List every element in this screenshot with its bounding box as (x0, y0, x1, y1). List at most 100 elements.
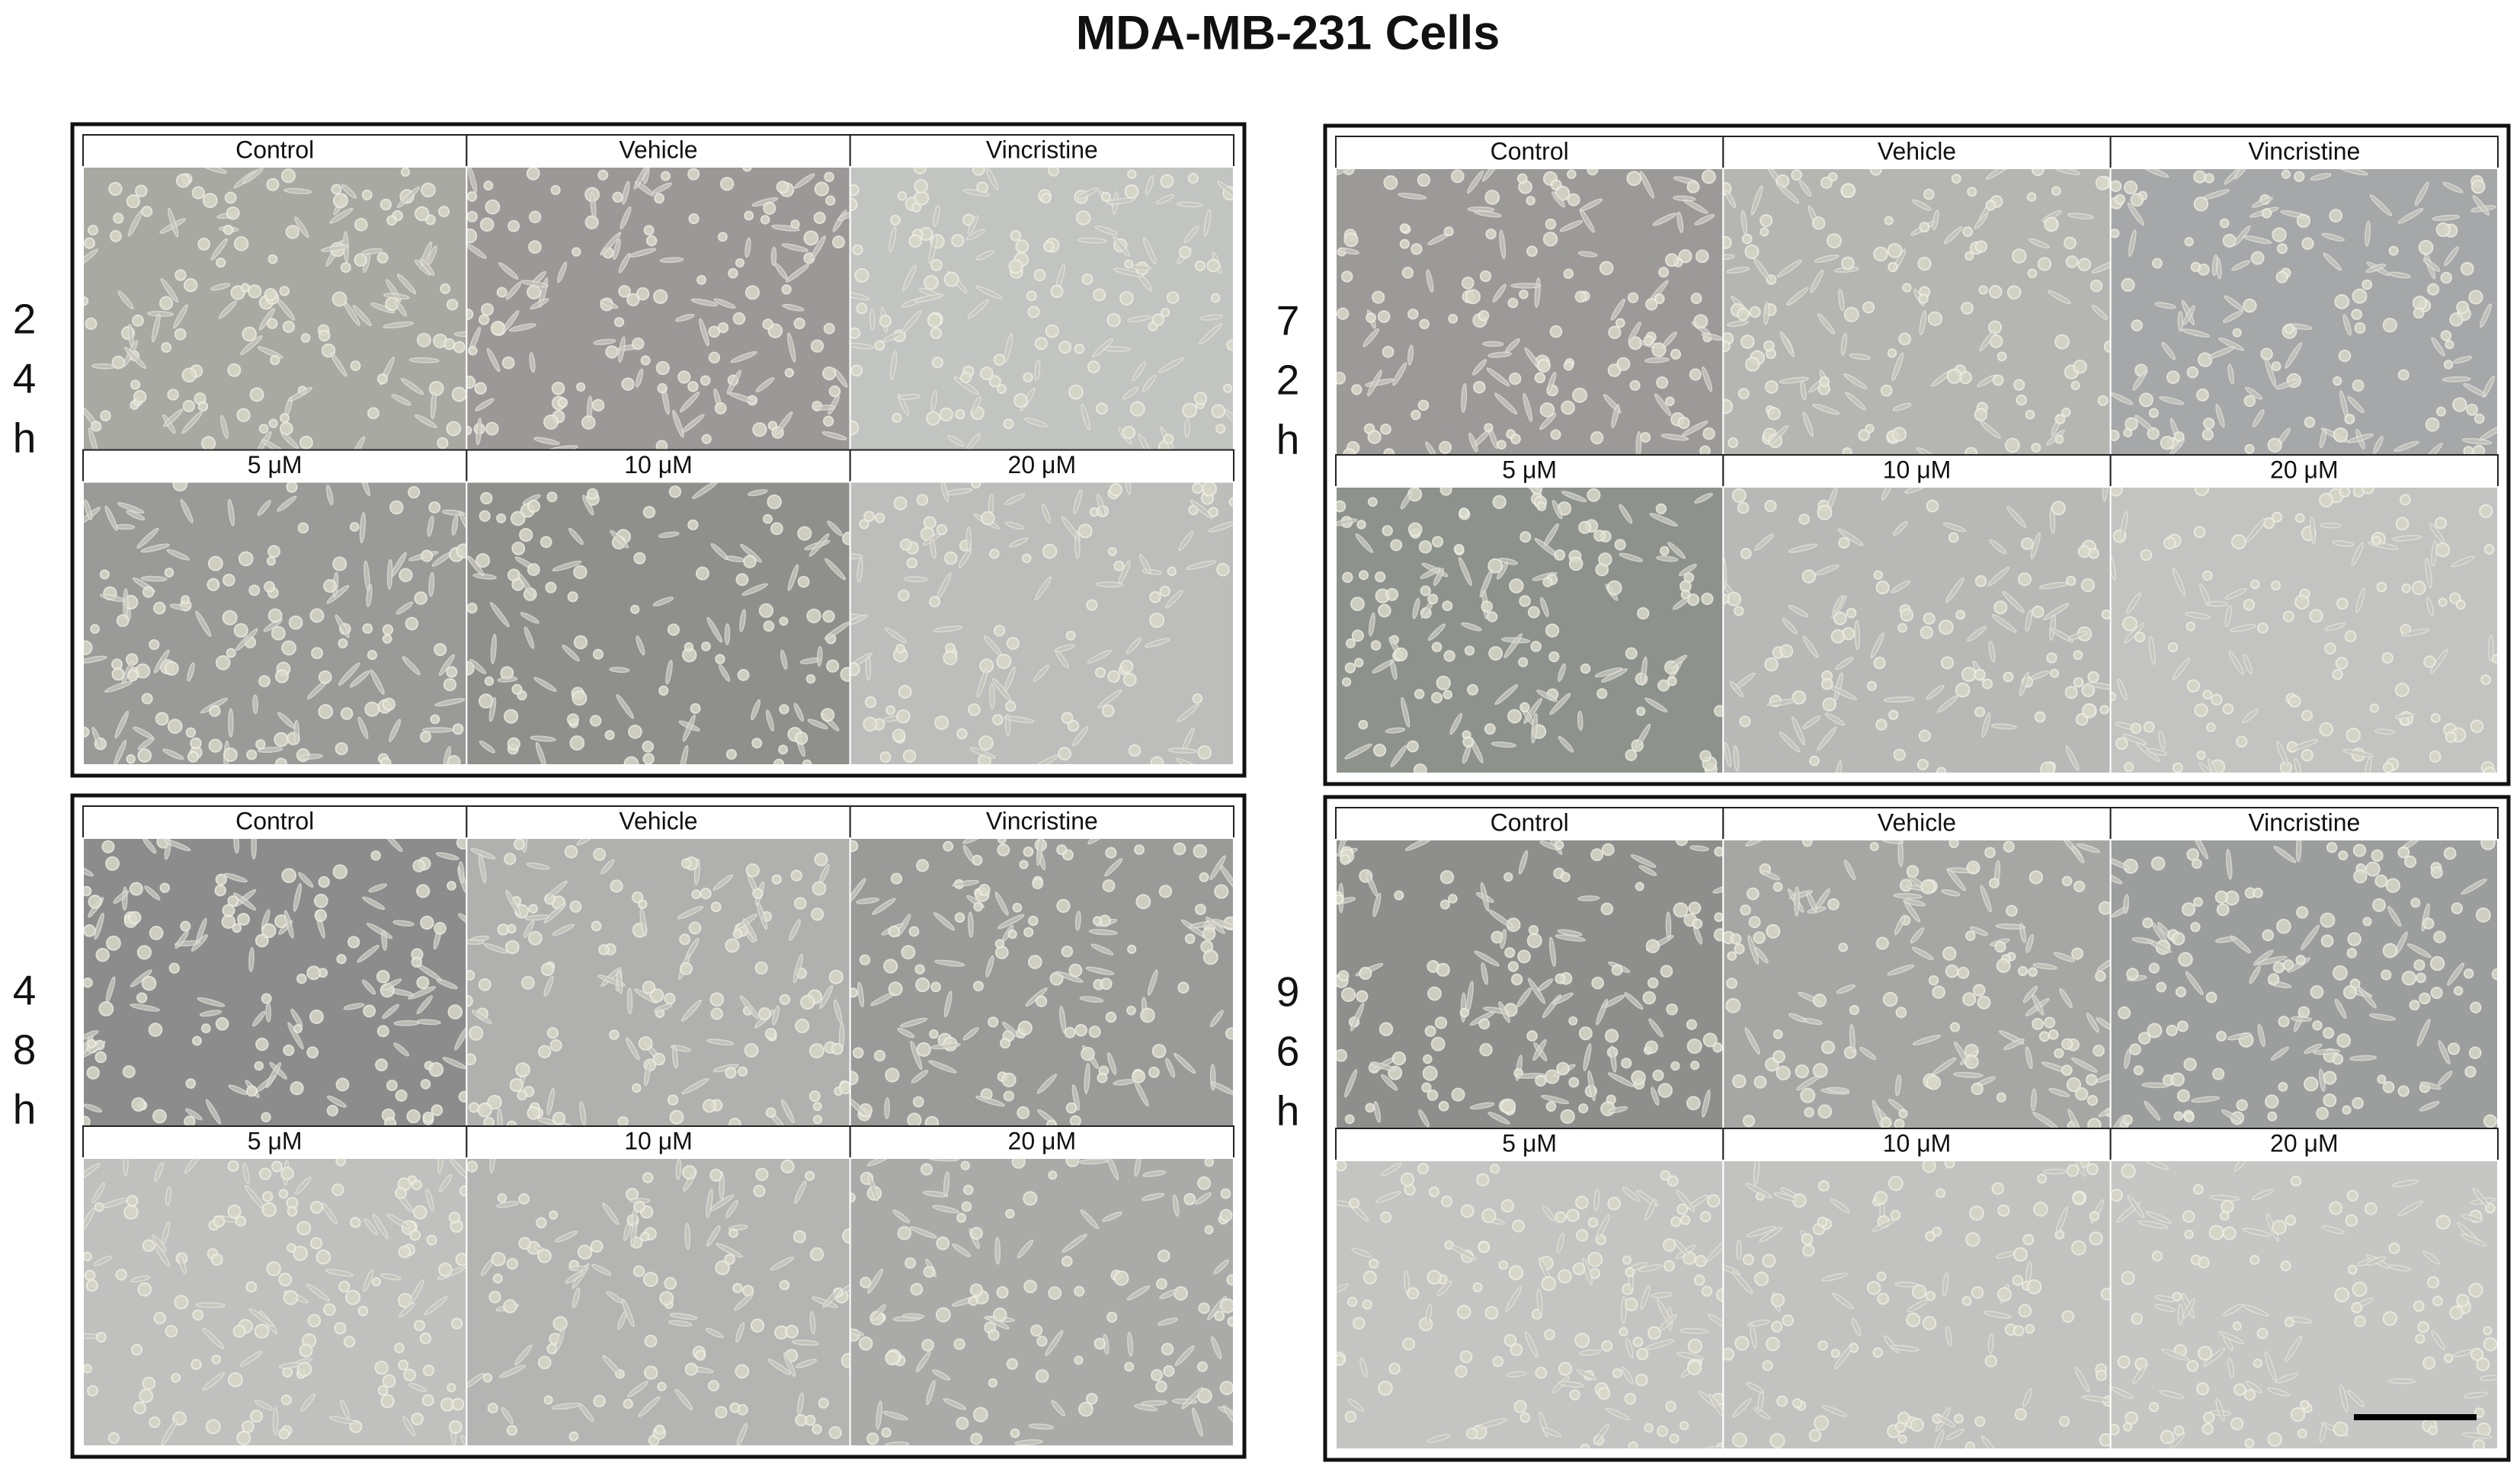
cell (658, 531, 680, 539)
cell (1699, 750, 1711, 763)
cell (91, 363, 117, 370)
cell (690, 702, 701, 714)
cell (1196, 1361, 1208, 1372)
cell (2233, 226, 2251, 247)
cell (1367, 430, 1382, 444)
cell (91, 421, 102, 432)
cell (1024, 418, 1049, 427)
cell (1694, 1254, 1707, 1268)
cell (978, 884, 991, 896)
cell (1492, 494, 1507, 510)
cell (2290, 1407, 2306, 1423)
cell (437, 1158, 445, 1174)
cell (1413, 763, 1427, 773)
cell (1656, 1298, 1672, 1325)
cell (1932, 210, 1939, 231)
cell (776, 181, 789, 194)
cell (879, 315, 892, 328)
cell (2065, 745, 2080, 771)
cell (1597, 1387, 1611, 1400)
cell (2470, 719, 2484, 733)
cell (428, 381, 444, 396)
cell (782, 303, 805, 312)
cell (1827, 233, 1842, 248)
cell (1113, 1270, 1129, 1286)
cell (617, 1115, 629, 1126)
cell (2067, 631, 2087, 641)
cell (1762, 1360, 1773, 1371)
cell (754, 961, 768, 975)
cell (228, 1371, 243, 1387)
cell (729, 1402, 741, 1413)
cell (1689, 368, 1702, 381)
cell (1404, 840, 1433, 851)
micrograph-bg (1723, 168, 2111, 455)
cell (2449, 1305, 2464, 1320)
cell (2012, 1275, 2023, 1286)
cell (480, 491, 493, 505)
cell (506, 1425, 517, 1436)
cell (340, 707, 354, 720)
cell (335, 1158, 346, 1167)
cell (1754, 946, 1769, 964)
cell (992, 677, 1012, 702)
cell (1206, 916, 1225, 934)
cell (488, 1291, 501, 1304)
cell (306, 1283, 330, 1302)
cell (336, 954, 347, 965)
cell (2197, 1346, 2213, 1361)
cell (1102, 1211, 1123, 1222)
cell (1701, 1285, 1713, 1297)
cell (299, 435, 313, 450)
cell (1336, 518, 1358, 526)
cell (1161, 308, 1170, 318)
cell (105, 935, 121, 951)
cell (2300, 924, 2320, 951)
cell (1051, 1400, 1065, 1417)
cell (915, 978, 930, 993)
cell (1105, 1011, 1117, 1023)
cell (1725, 997, 1741, 1013)
cell (1974, 213, 1988, 229)
cell (2257, 622, 2269, 634)
cell (2429, 955, 2445, 971)
cell (168, 962, 180, 974)
cell (527, 285, 542, 299)
cell (1507, 961, 1519, 972)
cell (686, 938, 700, 959)
cell (1625, 647, 1638, 660)
cell (814, 405, 835, 411)
cell (1134, 1403, 1158, 1412)
cell (2339, 1384, 2349, 1413)
cell (215, 1016, 229, 1031)
cell (265, 1002, 271, 1023)
cell (2148, 408, 2159, 418)
cell (2171, 932, 2185, 946)
cell (617, 1311, 627, 1330)
cell (1567, 169, 1577, 179)
cell (642, 753, 655, 765)
cell (1748, 916, 1761, 929)
cell (421, 1394, 434, 1407)
cell (1467, 683, 1479, 696)
cell (682, 714, 696, 742)
cell (677, 905, 704, 920)
cell (1964, 1442, 1976, 1449)
cell (2142, 917, 2153, 929)
cell (1130, 264, 1152, 271)
cell (2401, 971, 2417, 986)
cell (737, 1066, 748, 1077)
cell (1765, 380, 1779, 394)
cell (237, 913, 250, 926)
cell (2250, 251, 2265, 265)
cell (655, 361, 670, 376)
cell (785, 1324, 799, 1339)
cell (1362, 328, 1380, 347)
cell (261, 1202, 277, 1218)
cell (95, 948, 110, 962)
cell (2472, 1439, 2486, 1449)
cell (1904, 901, 1920, 923)
cell (1776, 182, 1800, 204)
cell (1500, 1199, 1515, 1213)
cell (1737, 501, 1750, 514)
